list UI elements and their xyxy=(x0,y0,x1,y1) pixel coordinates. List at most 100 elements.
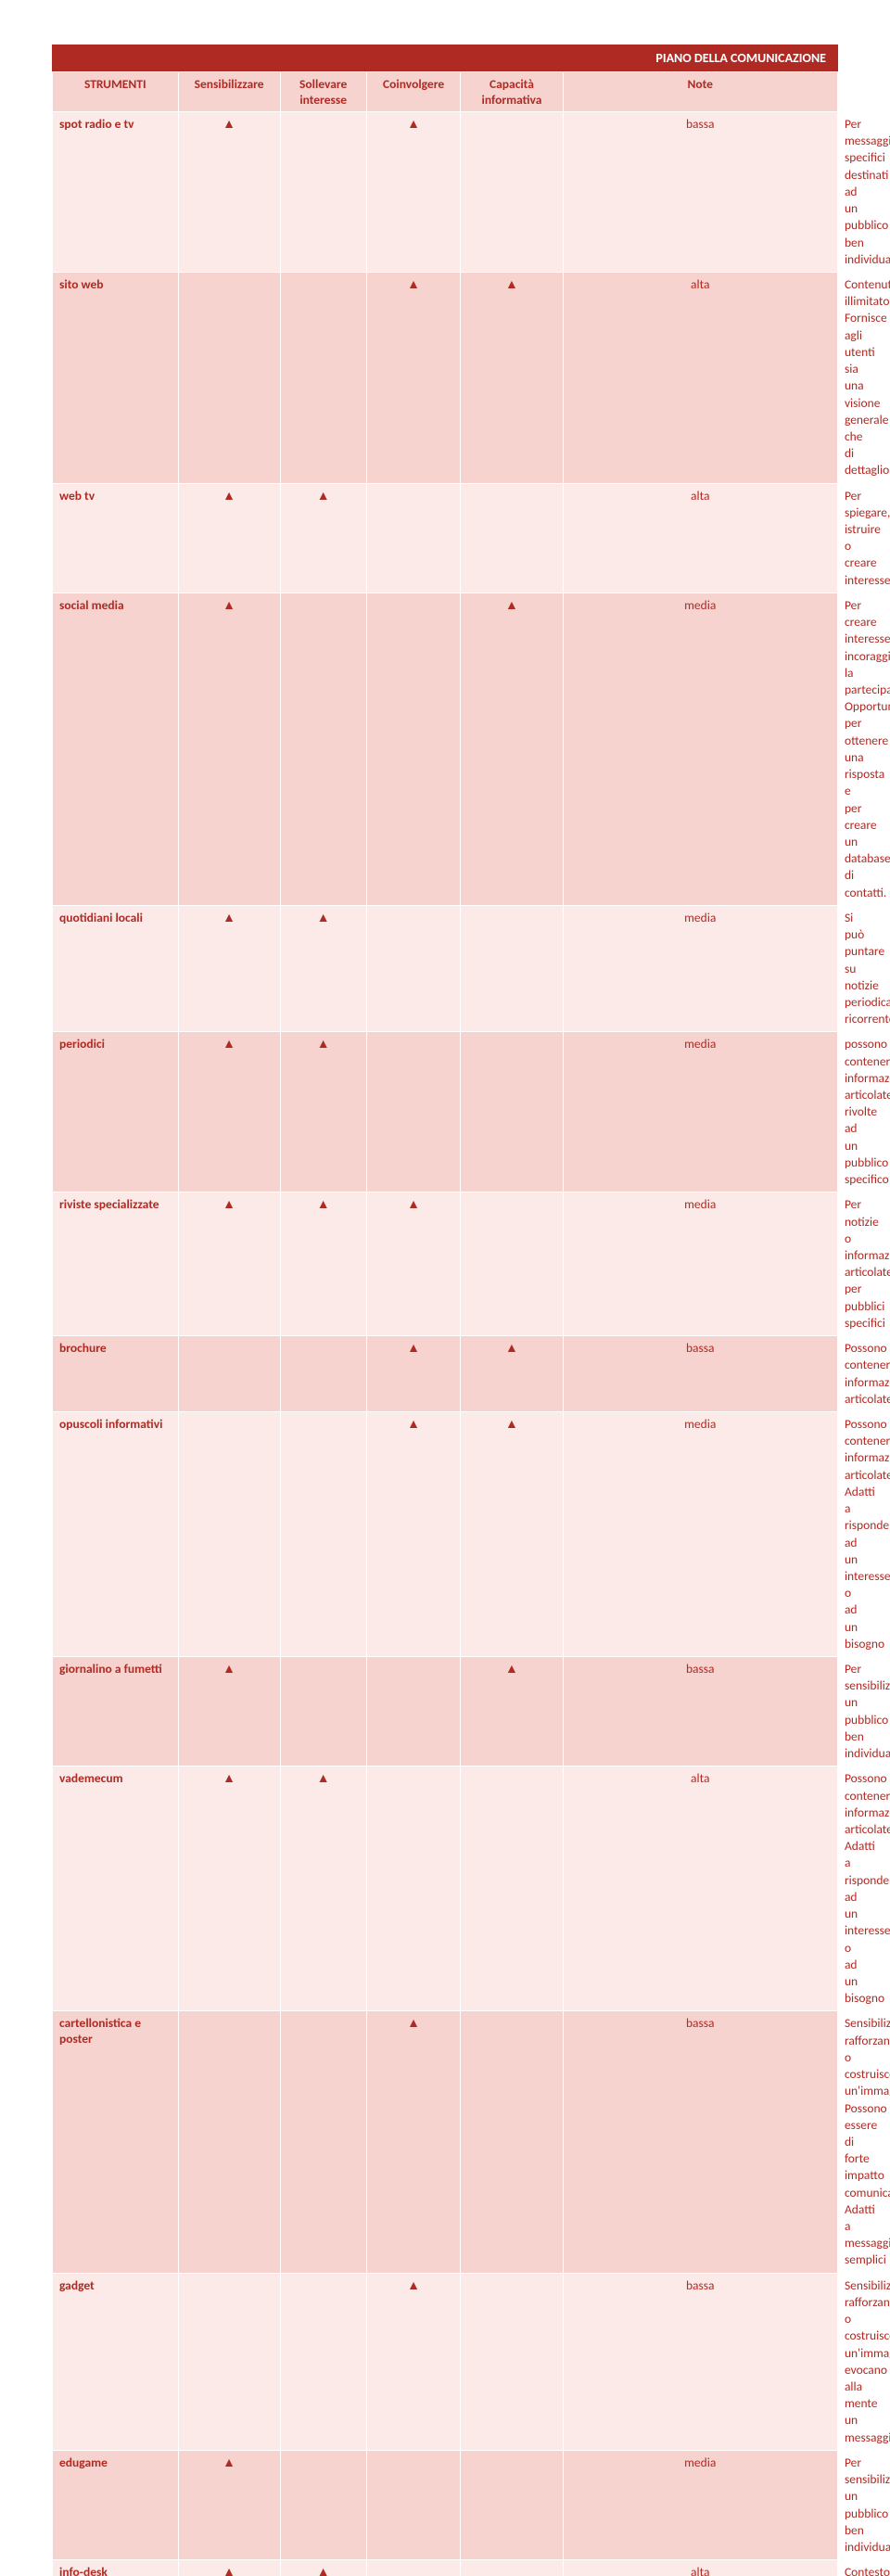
row-label: periodici xyxy=(53,1032,179,1192)
table-row: vademecum▲▲altaPossono contenere informa… xyxy=(53,1766,838,2011)
check-cell xyxy=(178,272,280,483)
page-header-bar: PIANO DELLA COMUNICAZIONE xyxy=(52,45,838,71)
check-cell xyxy=(366,2450,461,2559)
check-cell: ▲ xyxy=(178,112,280,273)
check-cell xyxy=(280,272,366,483)
table-row: social media▲▲mediaPer creare interesse,… xyxy=(53,593,838,905)
check-cell: ▲ xyxy=(461,593,563,905)
table-row: giornalino a fumetti▲▲bassaPer sensibili… xyxy=(53,1657,838,1766)
row-label: cartellonistica e poster xyxy=(53,2011,179,2273)
check-cell xyxy=(280,1411,366,1656)
check-cell: ▲ xyxy=(366,1411,461,1656)
check-cell xyxy=(461,112,563,273)
check-cell: ▲ xyxy=(366,112,461,273)
check-cell xyxy=(461,1766,563,2011)
check-cell xyxy=(280,593,366,905)
table-row: gadget▲bassaSensibilizzano, rafforzano o… xyxy=(53,2273,838,2450)
check-cell xyxy=(461,905,563,1032)
table-header-row: STRUMENTISensibilizzareSollevare interes… xyxy=(53,72,838,112)
check-cell xyxy=(366,2560,461,2576)
check-cell xyxy=(366,1657,461,1766)
row-label: opuscoli informativi xyxy=(53,1411,179,1656)
table-row: spot radio e tv▲▲bassaPer messaggi speci… xyxy=(53,112,838,273)
check-cell: ▲ xyxy=(280,2560,366,2576)
check-cell xyxy=(366,1032,461,1192)
capacity-cell: media xyxy=(563,593,837,905)
check-cell: ▲ xyxy=(178,2450,280,2559)
check-cell xyxy=(280,1336,366,1412)
check-cell xyxy=(366,905,461,1032)
table-row: info-desk▲▲altaContesto adatto per forni… xyxy=(53,2560,838,2576)
row-label: spot radio e tv xyxy=(53,112,179,273)
capacity-cell: bassa xyxy=(563,1657,837,1766)
check-cell: ▲ xyxy=(366,2273,461,2450)
check-cell xyxy=(461,2011,563,2273)
table-row: quotidiani locali▲▲mediaSi può puntare s… xyxy=(53,905,838,1032)
table-row: sito web▲▲altaContenuto illimitato. Forn… xyxy=(53,272,838,483)
check-cell xyxy=(280,1657,366,1766)
check-cell: ▲ xyxy=(280,1032,366,1192)
row-label: info-desk xyxy=(53,2560,179,2576)
check-cell: ▲ xyxy=(461,1336,563,1412)
capacity-cell: bassa xyxy=(563,2273,837,2450)
column-header: Capacità informativa xyxy=(461,72,563,112)
capacity-cell: media xyxy=(563,1032,837,1192)
check-cell: ▲ xyxy=(178,593,280,905)
check-cell xyxy=(461,2450,563,2559)
table-row: cartellonistica e poster▲bassaSensibiliz… xyxy=(53,2011,838,2273)
column-header: Coinvolgere xyxy=(366,72,461,112)
capacity-cell: bassa xyxy=(563,2011,837,2273)
table-row: edugame▲mediaPer sensibilizzare un pubbl… xyxy=(53,2450,838,2559)
check-cell xyxy=(280,2011,366,2273)
check-cell: ▲ xyxy=(280,1766,366,2011)
check-cell xyxy=(461,1192,563,1336)
check-cell: ▲ xyxy=(461,1657,563,1766)
check-cell xyxy=(280,2450,366,2559)
row-label: brochure xyxy=(53,1336,179,1412)
table-row: brochure▲▲bassaPossono contenere informa… xyxy=(53,1336,838,1412)
row-label: sito web xyxy=(53,272,179,483)
check-cell: ▲ xyxy=(366,2011,461,2273)
table-row: opuscoli informativi▲▲mediaPossono conte… xyxy=(53,1411,838,1656)
capacity-cell: media xyxy=(563,1192,837,1336)
header-title: PIANO DELLA COMUNICAZIONE xyxy=(655,50,826,66)
row-label: quotidiani locali xyxy=(53,905,179,1032)
check-cell xyxy=(461,2273,563,2450)
check-cell: ▲ xyxy=(366,1336,461,1412)
check-cell: ▲ xyxy=(178,483,280,593)
row-label: giornalino a fumetti xyxy=(53,1657,179,1766)
check-cell: ▲ xyxy=(366,1192,461,1336)
check-cell xyxy=(366,483,461,593)
table-row: riviste specializzate▲▲▲mediaPer notizie… xyxy=(53,1192,838,1336)
row-label: riviste specializzate xyxy=(53,1192,179,1336)
capacity-cell: alta xyxy=(563,272,837,483)
capacity-cell: alta xyxy=(563,1766,837,2011)
check-cell: ▲ xyxy=(366,272,461,483)
table-row: periodici▲▲mediapossono contenere inform… xyxy=(53,1032,838,1192)
check-cell xyxy=(280,2273,366,2450)
check-cell: ▲ xyxy=(178,1657,280,1766)
check-cell: ▲ xyxy=(280,905,366,1032)
capacity-cell: media xyxy=(563,905,837,1032)
check-cell: ▲ xyxy=(461,1411,563,1656)
check-cell: ▲ xyxy=(178,1032,280,1192)
column-header: Note xyxy=(563,72,837,112)
check-cell xyxy=(461,483,563,593)
table-body: spot radio e tv▲▲bassaPer messaggi speci… xyxy=(53,112,838,2576)
check-cell xyxy=(366,1766,461,2011)
capacity-cell: media xyxy=(563,2450,837,2559)
check-cell xyxy=(178,2011,280,2273)
capacity-cell: bassa xyxy=(563,112,837,273)
check-cell xyxy=(461,1032,563,1192)
check-cell xyxy=(178,1411,280,1656)
check-cell: ▲ xyxy=(461,272,563,483)
check-cell xyxy=(461,2560,563,2576)
row-label: web tv xyxy=(53,483,179,593)
check-cell: ▲ xyxy=(280,1192,366,1336)
row-label: vademecum xyxy=(53,1766,179,2011)
strumenti-table: STRUMENTISensibilizzareSollevare interes… xyxy=(52,71,838,2576)
check-cell: ▲ xyxy=(280,483,366,593)
row-label: edugame xyxy=(53,2450,179,2559)
check-cell xyxy=(178,1336,280,1412)
capacity-cell: alta xyxy=(563,2560,837,2576)
